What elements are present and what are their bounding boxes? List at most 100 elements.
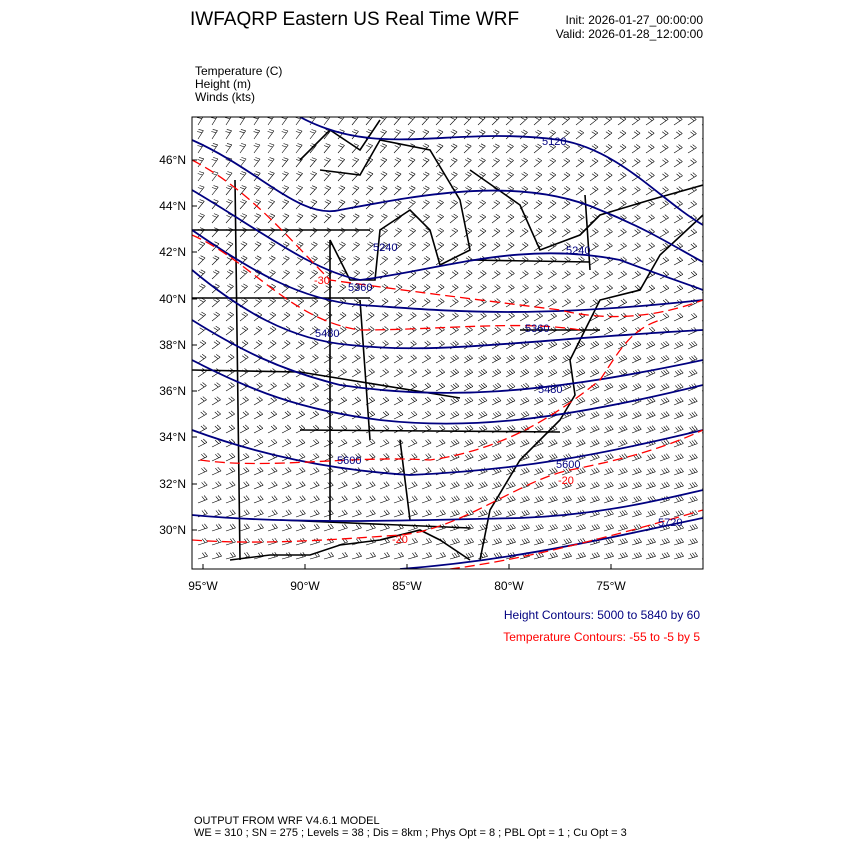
wind-barb: [673, 425, 684, 434]
wind-barb: [505, 354, 516, 364]
wind-barb: [659, 200, 669, 210]
wind-barb: [421, 552, 432, 560]
wind-barb: [617, 172, 627, 182]
wind-barb: [267, 171, 275, 182]
wind-barb: [687, 144, 697, 154]
wind-barb: [309, 129, 317, 140]
wind-barb: [393, 298, 403, 308]
wind-barb: [589, 228, 599, 238]
wind-barb: [673, 467, 684, 476]
wind-barb: [323, 552, 334, 560]
wind-barb: [295, 495, 306, 504]
wind-barb: [435, 199, 444, 210]
wind-barb: [211, 129, 218, 140]
wind-barb: [407, 424, 418, 434]
wind-barb: [673, 144, 683, 154]
wind-barb: [533, 312, 543, 322]
wind-barb: [477, 410, 488, 420]
wind-barb: [267, 438, 278, 448]
wind-barb: [533, 453, 544, 462]
wind-barb: [477, 157, 486, 168]
wind-barb: [393, 312, 403, 322]
wind-barb: [295, 269, 304, 280]
wind-barb: [617, 411, 628, 420]
wind-barb: [393, 326, 403, 336]
wind-barb: [225, 368, 235, 378]
wind-barb: [351, 185, 360, 196]
wind-barb: [659, 340, 670, 350]
wind-barb: [211, 297, 220, 308]
wind-barb: [631, 186, 641, 196]
wind-barb: [617, 186, 627, 196]
wind-barb: [631, 144, 641, 154]
wind-barb: [603, 537, 614, 546]
wind-barb: [225, 396, 235, 406]
wind-barb: [547, 157, 556, 168]
wind-barb: [309, 269, 318, 280]
wind-barb: [421, 227, 430, 238]
wind-barb: [519, 298, 529, 308]
wind-barb: [603, 509, 614, 518]
wind-barb: [519, 284, 529, 294]
wind-barb: [603, 467, 614, 476]
wind-barb: [645, 158, 655, 168]
wind-barb: [533, 495, 544, 504]
wind-barb: [393, 481, 404, 490]
wind-barb: [603, 411, 614, 420]
wind-barb: [309, 354, 319, 364]
wind-barb: [337, 368, 347, 378]
wind-barb: [617, 537, 628, 546]
wind-barb: [519, 185, 529, 196]
wind-barb: [407, 410, 418, 420]
wind-barb: [631, 340, 642, 350]
wind-barb: [575, 270, 585, 280]
wind-barb: [281, 382, 291, 392]
wind-barb: [197, 339, 207, 350]
wind-barb: [561, 284, 571, 294]
wind-barb: [631, 411, 642, 420]
wind-barb: [211, 255, 220, 266]
wind-barb: [589, 467, 600, 476]
wind-barb: [519, 242, 529, 252]
wind-barb: [673, 117, 683, 126]
wind-barb: [561, 523, 572, 532]
wind-barb: [323, 424, 334, 434]
wind-barb: [477, 354, 488, 364]
wind-barb: [575, 256, 585, 266]
wind-barb: [379, 213, 388, 224]
model-info: OUTPUT FROM WRF V4.6.1 MODEL: [194, 815, 380, 827]
wind-barb: [225, 552, 236, 560]
wind-barb: [267, 157, 275, 168]
wind-barb: [239, 495, 250, 504]
wind-barb: [491, 523, 502, 532]
wind-barb: [449, 298, 459, 308]
wind-barb: [603, 200, 613, 210]
wind-barb: [687, 242, 698, 252]
wind-barb: [239, 129, 246, 140]
wind-barb: [281, 143, 289, 154]
wind-barb: [309, 326, 319, 336]
wind-barb: [295, 481, 306, 490]
wind-barb: [519, 171, 528, 182]
wind-barb: [673, 439, 684, 448]
wind-barb: [547, 425, 558, 434]
wind-barb: [407, 312, 417, 322]
wind-barb: [253, 325, 263, 336]
wind-barb: [407, 284, 417, 294]
wind-barb: [491, 340, 501, 350]
wind-barb: [519, 410, 530, 420]
wind-barb: [491, 410, 502, 420]
wind-barb: [225, 466, 236, 476]
wind-barb: [379, 284, 389, 294]
wind-barb: [281, 438, 292, 448]
wind-barb: [309, 495, 320, 504]
wind-barb: [645, 312, 656, 322]
wind-barb: [589, 200, 599, 210]
wind-barb: [589, 298, 600, 308]
wind-barb: [407, 185, 416, 196]
wind-barb: [337, 241, 346, 252]
wind-barb: [379, 129, 387, 140]
wind-barb: [687, 411, 698, 420]
wind-barb: [295, 340, 305, 350]
wind-barb: [253, 283, 262, 294]
